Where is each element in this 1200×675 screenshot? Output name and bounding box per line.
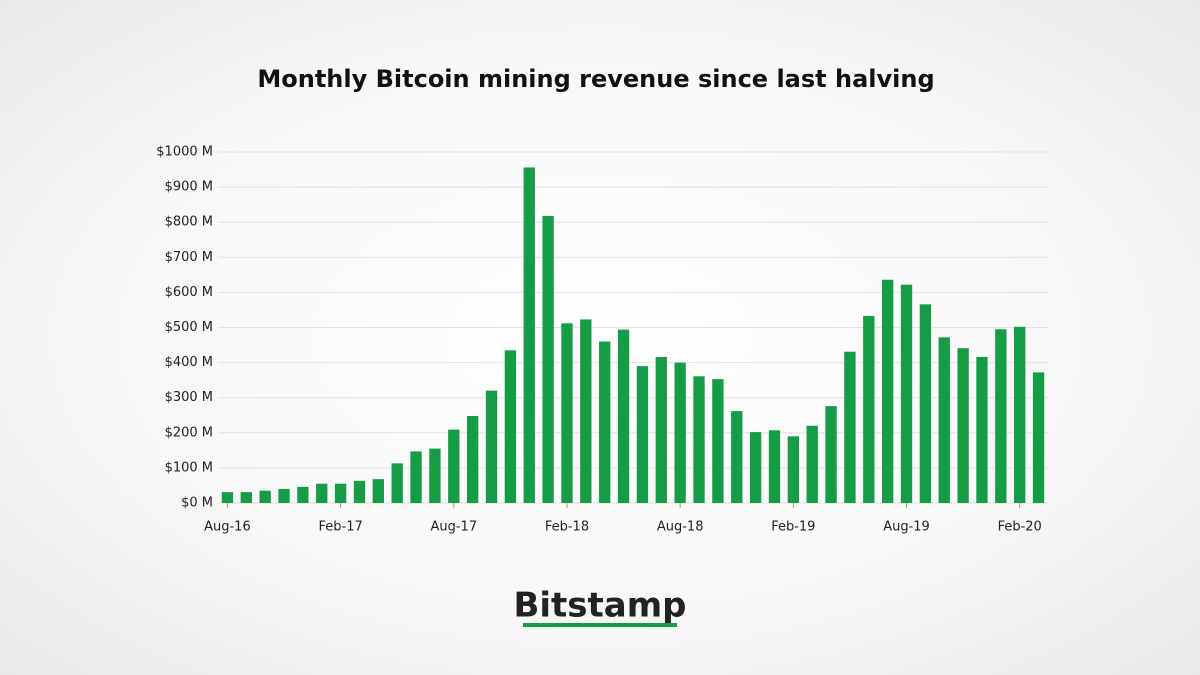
bar <box>919 304 932 503</box>
bar <box>844 351 856 503</box>
y-tick-label: $400 M <box>165 355 213 370</box>
bar <box>259 490 271 503</box>
bar <box>316 483 328 503</box>
bar <box>674 362 686 503</box>
x-tick-label: Aug-18 <box>657 520 704 535</box>
brand-logo: Bitstamp <box>513 586 686 626</box>
bar <box>448 429 460 503</box>
bar <box>523 167 535 503</box>
bar <box>599 341 611 503</box>
bar <box>504 350 517 503</box>
bar <box>297 486 309 503</box>
x-tick-label: Feb-20 <box>998 520 1042 535</box>
y-tick-label: $700 M <box>165 250 213 265</box>
x-tick-label: Feb-18 <box>545 520 589 535</box>
y-tick-label: $900 M <box>165 180 213 195</box>
bar <box>617 329 630 503</box>
x-tick-label: Feb-19 <box>771 520 815 535</box>
brand-underline <box>523 623 677 627</box>
bar <box>485 390 498 503</box>
bar <box>749 432 762 503</box>
x-tick-label: Feb-17 <box>318 520 362 535</box>
bar <box>353 480 366 503</box>
bar <box>976 356 988 503</box>
bar <box>806 425 818 503</box>
bar <box>1032 372 1045 503</box>
bar <box>240 492 252 503</box>
y-tick-label: $500 M <box>165 320 213 335</box>
bar <box>693 376 705 503</box>
bar <box>542 215 554 503</box>
x-tick-label: Aug-17 <box>430 520 477 535</box>
bar <box>278 488 290 503</box>
bar <box>467 415 479 503</box>
bar <box>410 451 422 503</box>
bar <box>900 284 913 503</box>
bar <box>429 448 441 503</box>
bar <box>731 411 743 503</box>
x-tick-label: Aug-16 <box>204 520 251 535</box>
bar <box>995 329 1007 503</box>
bar <box>787 436 799 503</box>
bar <box>580 319 592 503</box>
bar <box>655 356 667 503</box>
chart-title: Monthly Bitcoin mining revenue since las… <box>257 65 934 93</box>
bar <box>825 406 837 503</box>
x-tick-label: Aug-19 <box>883 520 930 535</box>
bar <box>768 430 781 503</box>
bar <box>863 315 875 503</box>
y-tick-label: $200 M <box>165 425 213 440</box>
bar <box>221 492 234 503</box>
y-tick-label: $300 M <box>165 390 213 405</box>
y-tick-label: $800 M <box>165 215 213 230</box>
bar <box>391 463 403 503</box>
bar <box>938 337 950 503</box>
y-tick-label: $0 M <box>181 496 213 511</box>
bar <box>334 483 347 503</box>
y-tick-label: $600 M <box>165 285 213 300</box>
y-tick-label: $100 M <box>165 460 213 475</box>
bar <box>1014 326 1026 503</box>
bar <box>957 348 969 503</box>
bar <box>372 479 384 503</box>
y-tick-label: $1000 M <box>156 145 213 160</box>
bar <box>882 279 894 503</box>
bar <box>636 366 649 503</box>
bar <box>561 323 573 503</box>
bar <box>712 379 724 503</box>
